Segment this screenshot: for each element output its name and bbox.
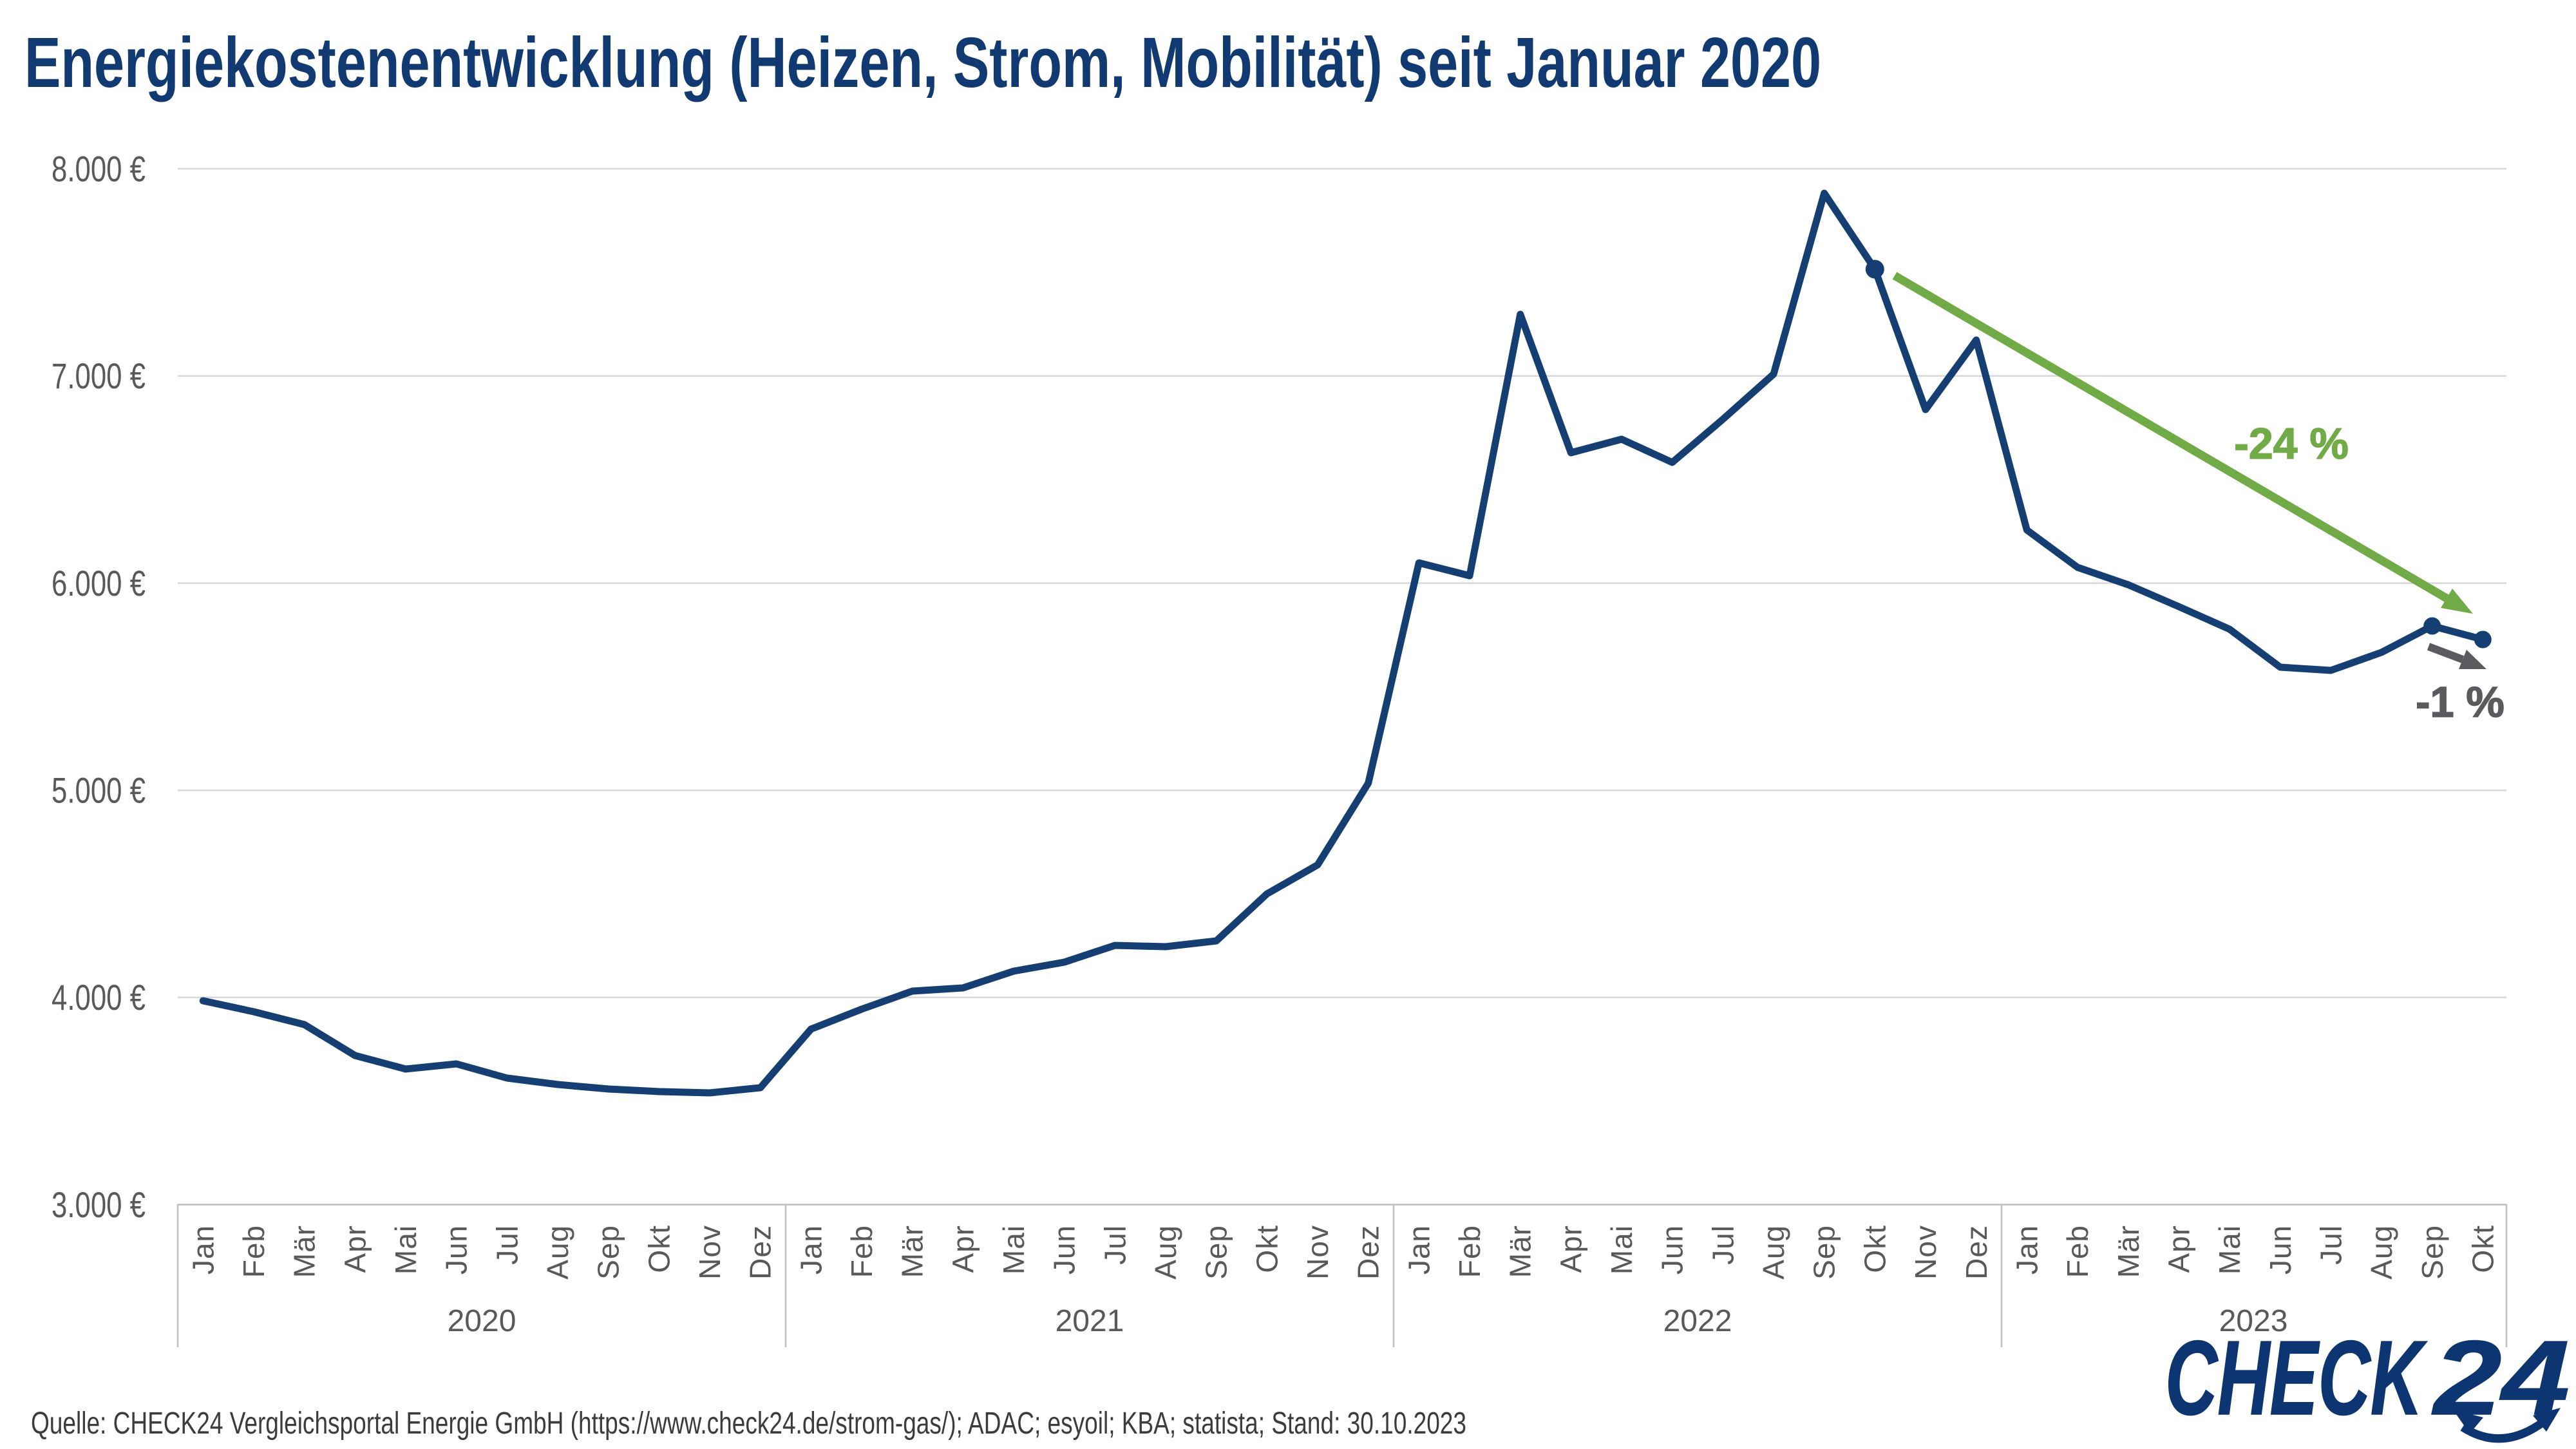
svg-text:6.000 €: 6.000 € bbox=[52, 563, 146, 603]
svg-text:2023: 2023 bbox=[2219, 1304, 2288, 1338]
svg-text:Mai: Mai bbox=[2213, 1225, 2246, 1274]
svg-text:7.000 €: 7.000 € bbox=[52, 355, 146, 396]
svg-text:2020: 2020 bbox=[448, 1304, 516, 1338]
svg-text:Jul: Jul bbox=[490, 1225, 524, 1265]
svg-text:Sep: Sep bbox=[1200, 1225, 1233, 1280]
svg-text:Mär: Mär bbox=[288, 1225, 321, 1278]
svg-text:Apr: Apr bbox=[946, 1225, 980, 1273]
svg-text:Dez: Dez bbox=[1960, 1225, 1993, 1280]
svg-text:Sep: Sep bbox=[592, 1225, 625, 1280]
svg-text:-1 %: -1 % bbox=[2416, 678, 2505, 726]
svg-text:Quelle: CHECK24 Vergleichsport: Quelle: CHECK24 Vergleichsportal Energie… bbox=[31, 1406, 1466, 1441]
svg-text:Feb: Feb bbox=[845, 1225, 878, 1278]
svg-text:Mai: Mai bbox=[997, 1225, 1030, 1274]
svg-text:4.000 €: 4.000 € bbox=[52, 977, 146, 1018]
svg-text:Sep: Sep bbox=[2416, 1225, 2449, 1280]
svg-text:Jul: Jul bbox=[1706, 1225, 1739, 1265]
svg-text:Jul: Jul bbox=[2314, 1225, 2347, 1265]
svg-text:Jan: Jan bbox=[794, 1225, 828, 1274]
svg-text:8.000 €: 8.000 € bbox=[52, 148, 146, 189]
svg-text:Dez: Dez bbox=[1352, 1225, 1385, 1280]
svg-text:Apr: Apr bbox=[338, 1225, 372, 1273]
svg-text:Sep: Sep bbox=[1808, 1225, 1841, 1280]
svg-text:Jun: Jun bbox=[440, 1225, 473, 1274]
svg-text:Mai: Mai bbox=[1605, 1225, 1638, 1274]
svg-text:Aug: Aug bbox=[2365, 1225, 2398, 1280]
svg-text:Mär: Mär bbox=[2112, 1225, 2145, 1278]
svg-text:Okt: Okt bbox=[2467, 1225, 2500, 1273]
svg-text:-24 %: -24 % bbox=[2234, 419, 2349, 468]
svg-text:Mai: Mai bbox=[389, 1225, 422, 1274]
svg-text:Jun: Jun bbox=[1656, 1225, 1689, 1274]
svg-text:5.000 €: 5.000 € bbox=[52, 770, 146, 811]
svg-text:Jul: Jul bbox=[1098, 1225, 1132, 1265]
svg-text:Jun: Jun bbox=[1048, 1225, 1081, 1274]
svg-text:2022: 2022 bbox=[1663, 1304, 1732, 1338]
svg-text:Jun: Jun bbox=[2264, 1225, 2297, 1274]
svg-text:Jan: Jan bbox=[1402, 1225, 1435, 1274]
svg-text:Mär: Mär bbox=[896, 1225, 929, 1278]
svg-text:3.000 €: 3.000 € bbox=[52, 1184, 146, 1225]
svg-text:Okt: Okt bbox=[1858, 1225, 1891, 1273]
svg-text:Okt: Okt bbox=[1250, 1225, 1283, 1273]
svg-text:Okt: Okt bbox=[642, 1225, 676, 1273]
svg-text:2021: 2021 bbox=[1056, 1304, 1124, 1338]
svg-text:Jan: Jan bbox=[186, 1225, 220, 1274]
svg-text:Feb: Feb bbox=[2061, 1225, 2094, 1278]
svg-text:Jan: Jan bbox=[2010, 1225, 2043, 1274]
svg-text:Energiekostenentwicklung (Heiz: Energiekostenentwicklung (Heizen, Strom,… bbox=[24, 23, 1821, 102]
svg-text:CHECK: CHECK bbox=[2165, 1319, 2427, 1437]
svg-text:Apr: Apr bbox=[1554, 1225, 1587, 1273]
svg-text:Feb: Feb bbox=[1453, 1225, 1486, 1278]
svg-text:Nov: Nov bbox=[693, 1225, 726, 1280]
svg-text:Nov: Nov bbox=[1909, 1225, 1942, 1280]
svg-text:Aug: Aug bbox=[1757, 1225, 1790, 1280]
svg-text:Mär: Mär bbox=[1504, 1225, 1537, 1278]
svg-text:Dez: Dez bbox=[744, 1225, 777, 1280]
svg-text:Nov: Nov bbox=[1301, 1225, 1334, 1280]
svg-text:Apr: Apr bbox=[2162, 1225, 2195, 1273]
svg-text:Feb: Feb bbox=[237, 1225, 270, 1278]
svg-text:Aug: Aug bbox=[541, 1225, 574, 1280]
svg-text:Aug: Aug bbox=[1149, 1225, 1182, 1280]
